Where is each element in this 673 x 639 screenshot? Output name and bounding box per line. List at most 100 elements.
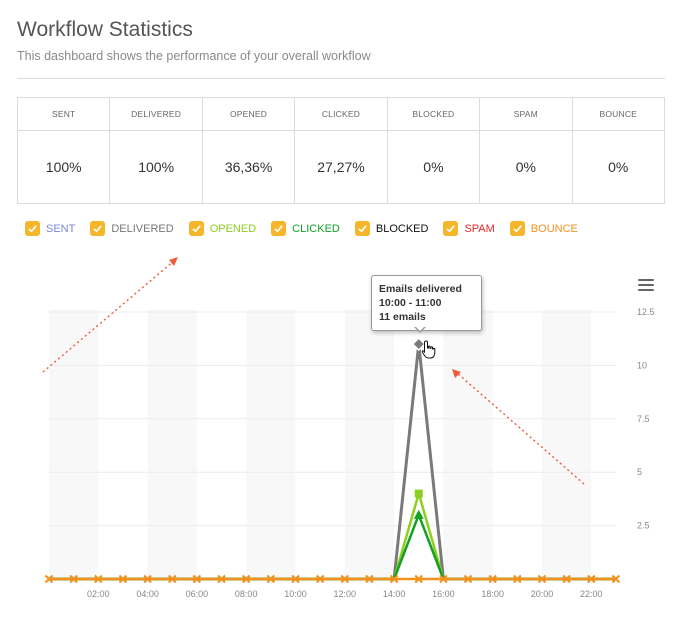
legend-item-spam[interactable]: SPAM xyxy=(443,221,495,236)
y-tick-label: 5 xyxy=(637,467,642,477)
page-title: Workflow Statistics xyxy=(17,18,193,41)
bounce-point xyxy=(488,574,497,584)
checkmark-icon xyxy=(358,225,367,233)
checkbox-blocked[interactable] xyxy=(354,221,370,236)
stat-value-blocked: 0% xyxy=(386,130,481,204)
legend-item-opened[interactable]: OPENED xyxy=(188,221,257,236)
chart-band xyxy=(542,310,592,579)
checkmark-icon xyxy=(274,225,283,233)
stat-value-spam: 0% xyxy=(479,130,573,204)
bounce-point xyxy=(340,574,350,584)
checkbox-sent[interactable] xyxy=(25,221,40,236)
bounce-point xyxy=(143,574,152,584)
chart-annotations xyxy=(42,257,585,485)
chart-band xyxy=(591,310,641,579)
y-tick-label: 10 xyxy=(637,360,647,370)
x-tick-label: 08:00 xyxy=(235,589,258,599)
annotation-arrow-line xyxy=(42,259,176,373)
annotation-arrowhead xyxy=(169,257,178,266)
hamburger-menu-icon[interactable] xyxy=(638,279,654,292)
chart-bands xyxy=(49,310,641,579)
bounce-point xyxy=(118,574,128,584)
checkbox-spam[interactable] xyxy=(443,221,459,236)
legend-label-opened: OPENED xyxy=(209,222,257,235)
stat-label-spam: SPAM xyxy=(479,97,573,131)
stat-label-delivered: DELIVERED xyxy=(109,97,203,131)
tooltip-line-1: Emails delivered xyxy=(379,283,462,295)
chart-band xyxy=(98,310,148,579)
chart-band xyxy=(344,310,395,579)
stats-table: SENT DELIVERED OPENED CLICKED BLOCKED SP… xyxy=(16,97,666,204)
checkmark-icon xyxy=(192,225,201,233)
bounce-point xyxy=(44,574,54,584)
x-tick-label: 18:00 xyxy=(481,589,504,599)
legend-item-sent[interactable]: SENT xyxy=(25,221,75,236)
chart-tooltip: Emails delivered 10:00 - 11:00 11 emails xyxy=(371,275,482,331)
bounce-point xyxy=(192,574,202,584)
x-tick-label: 20:00 xyxy=(531,589,554,599)
page-subtitle: This dashboard shows the performance of … xyxy=(17,49,371,63)
stats-header-row: SENT DELIVERED OPENED CLICKED BLOCKED SP… xyxy=(16,97,666,131)
chart-legend: SENT DELIVERED OPENED CLICKED BLOCKED SP… xyxy=(25,221,593,236)
bounce-point xyxy=(168,574,177,584)
checkbox-bounce[interactable] xyxy=(509,221,525,236)
chart-band xyxy=(492,310,542,579)
bounce-point xyxy=(266,574,276,584)
chart-band xyxy=(295,310,345,579)
legend-label-clicked: CLICKED xyxy=(292,222,340,235)
bounce-point xyxy=(562,574,571,584)
checkmark-icon xyxy=(28,225,37,233)
stats-value-row: 100% 100% 36,36% 27,27% 0% 0% 0% xyxy=(16,130,666,204)
bounce-point xyxy=(513,574,522,584)
legend-item-clicked[interactable]: CLICKED xyxy=(271,221,340,236)
checkmark-icon xyxy=(513,225,522,233)
chart-band xyxy=(443,310,493,579)
bounce-point xyxy=(463,574,473,584)
bounce-point xyxy=(537,574,547,584)
bounce-point xyxy=(365,574,374,584)
checkbox-opened[interactable] xyxy=(188,221,204,236)
chart-band xyxy=(246,310,296,579)
chart-band xyxy=(147,310,197,579)
bounce-point xyxy=(94,574,103,584)
checkbox-delivered[interactable] xyxy=(90,221,106,236)
bounce-point xyxy=(414,574,423,584)
chart-band xyxy=(49,310,99,579)
delivered-point xyxy=(411,336,426,352)
legend-label-sent: SENT xyxy=(46,222,76,235)
hand-pointer-icon xyxy=(421,340,436,359)
checkbox-clicked[interactable] xyxy=(271,221,287,236)
stat-value-bounce: 0% xyxy=(571,130,666,204)
stat-value-clicked: 27,27% xyxy=(294,130,388,204)
bounce-point xyxy=(291,574,300,584)
tooltip-line-2: 10:00 - 11:00 xyxy=(379,297,442,309)
x-tick-label: 10:00 xyxy=(284,589,307,599)
annotation-arrowhead xyxy=(452,369,461,378)
x-tick-label: 12:00 xyxy=(334,589,357,599)
chart-band xyxy=(196,310,247,579)
legend-label-delivered: DELIVERED xyxy=(111,222,174,235)
checkmark-icon xyxy=(93,225,103,233)
legend-label-spam: SPAM xyxy=(464,222,495,235)
x-tick-label: 02:00 xyxy=(87,589,110,599)
bounce-point xyxy=(217,574,226,584)
x-tick-label: 14:00 xyxy=(383,589,406,599)
x-tick-label: 22:00 xyxy=(580,589,603,599)
legend-item-delivered[interactable]: DELIVERED xyxy=(90,221,174,236)
bounce-point xyxy=(587,574,596,584)
stat-value-sent: 100% xyxy=(16,130,111,204)
bounce-point xyxy=(241,574,251,584)
clicked-point xyxy=(413,509,424,519)
bounce-point xyxy=(611,574,621,584)
legend-item-blocked[interactable]: BLOCKED xyxy=(354,221,429,236)
opened-point xyxy=(414,489,423,498)
legend-label-blocked: BLOCKED xyxy=(375,222,429,235)
legend-item-bounce[interactable]: BOUNCE xyxy=(509,221,578,236)
legend-label-bounce: BOUNCE xyxy=(530,222,578,235)
y-tick-label: 2.5 xyxy=(637,521,650,531)
tooltip-line-3: 11 emails xyxy=(379,311,426,323)
y-tick-label: 12.5 xyxy=(637,307,655,317)
y-axis-labels: 2.5 5 7.5 10 12.5 xyxy=(637,307,655,531)
checkmark-icon xyxy=(446,225,456,233)
